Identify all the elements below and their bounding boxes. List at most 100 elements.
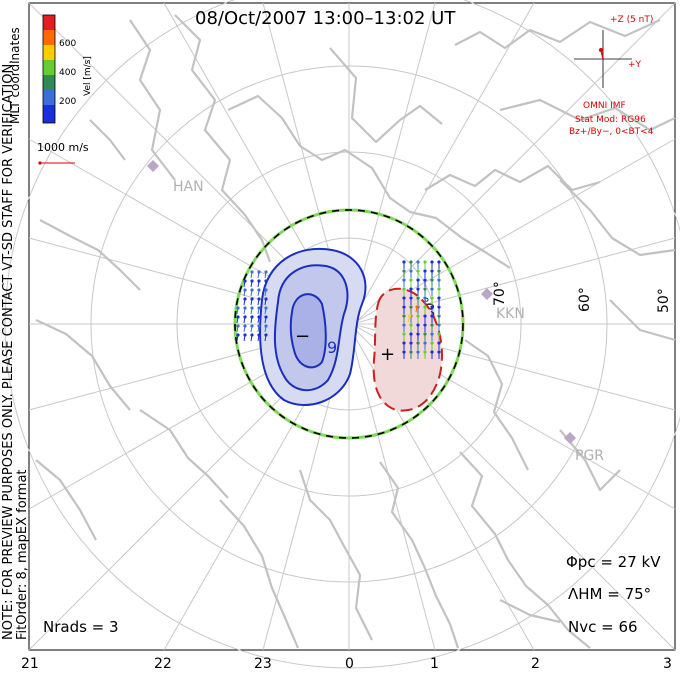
velocity-vector-point xyxy=(257,333,261,337)
velocity-vector-point xyxy=(257,297,261,301)
velocity-vector-point xyxy=(409,350,413,354)
mlt-hour-23: 23 xyxy=(254,656,272,672)
velocity-vector-point xyxy=(257,306,261,310)
velocity-vector-point xyxy=(437,314,441,318)
velocity-vector-point xyxy=(437,332,441,336)
velocity-vector-point xyxy=(437,269,441,273)
velocity-vector-point xyxy=(264,270,268,274)
velocity-vector-point xyxy=(409,278,413,282)
reference-vector-dot xyxy=(38,161,42,165)
side-format: FitOrder: 8, mapEX format xyxy=(15,469,30,640)
velocity-vector-point xyxy=(416,260,420,264)
velocity-vector-point xyxy=(430,332,434,336)
velocity-vector-point xyxy=(243,279,247,283)
velocity-vector-point xyxy=(423,332,427,336)
plot-frame xyxy=(28,2,676,651)
velocity-vector-point xyxy=(408,314,412,318)
velocity-vector-point xyxy=(264,279,268,283)
lat-label-60: 60° xyxy=(577,287,593,312)
velocity-vector-point xyxy=(264,288,268,292)
velocity-vector-point xyxy=(437,278,441,282)
velocity-vector-point xyxy=(430,278,434,282)
imf-source: OMNI IMF xyxy=(583,101,626,111)
velocity-vector-point xyxy=(437,305,441,309)
velocity-vector-point xyxy=(257,324,261,328)
velocity-vector-point xyxy=(264,315,268,319)
velocity-vector-point xyxy=(250,279,254,283)
stat-phi-pc: Φpc = 27 kV xyxy=(566,553,661,571)
mlt-hour-22: 22 xyxy=(154,656,172,672)
velocity-vector-point xyxy=(437,350,441,354)
velocity-vector-point xyxy=(243,324,247,328)
velocity-vector-point xyxy=(236,306,240,310)
imf-y-label: +Y xyxy=(628,60,642,70)
velocity-vector-point xyxy=(423,305,427,309)
station-kkn: KKN xyxy=(481,288,525,322)
station-kkn-label: KKN xyxy=(496,306,525,322)
velocity-vector-point xyxy=(423,314,427,318)
velocity-vector-point xyxy=(409,269,413,273)
lat-label-50: 50° xyxy=(656,288,672,313)
velocity-vector-point xyxy=(409,296,413,300)
velocity-vector-point xyxy=(423,287,427,291)
velocity-vector-point xyxy=(437,260,441,264)
velocity-vector-point xyxy=(423,350,427,354)
velocity-vector-point xyxy=(430,287,434,291)
velocity-vector-point xyxy=(416,350,420,354)
velocity-vector-point xyxy=(409,260,413,264)
velocity-vector-point xyxy=(402,314,406,318)
velocity-vector-point xyxy=(264,324,268,328)
mlt-hour-1: 1 xyxy=(430,656,439,672)
velocity-vector-point xyxy=(416,314,420,318)
velocity-vector-point xyxy=(243,315,247,319)
velocity-vector-point xyxy=(264,333,268,337)
velocity-vector-point xyxy=(402,332,406,336)
velocity-vector-point xyxy=(250,288,254,292)
velocity-vector-point xyxy=(236,324,240,328)
velocity-vector-point xyxy=(257,288,261,292)
velocity-vector-point xyxy=(430,305,434,309)
mlt-coordinates-label: MLT coordinates xyxy=(8,27,22,124)
positive-potential-marker: + xyxy=(380,344,395,365)
velocity-vector-point xyxy=(402,323,406,327)
map-title: 08/Oct/2007 13:00–13:02 UT xyxy=(195,8,456,29)
mlt-hour-21: 21 xyxy=(21,656,39,672)
velocity-vector-point xyxy=(257,270,261,274)
reference-vector-label: 1000 m/s xyxy=(37,141,89,154)
velocity-vector-point xyxy=(236,315,240,319)
velocity-vector-point xyxy=(423,341,427,345)
velocity-vector-point xyxy=(264,306,268,310)
velocity-vector-point xyxy=(257,279,261,283)
negative-cell xyxy=(259,247,367,406)
velocity-vector-point xyxy=(416,287,420,291)
velocity-vector-point xyxy=(402,260,406,264)
stat-model: Stat Mod: RG96 xyxy=(575,115,646,125)
velocity-colorbar: 600 400 200 Vel [m/s] xyxy=(42,14,93,124)
velocity-vector-point xyxy=(402,287,406,291)
imf-clock: +Z (5 nT) +Y xyxy=(574,15,653,88)
velocity-vector-point xyxy=(416,323,420,327)
velocity-vector-point xyxy=(430,341,434,345)
colorbar-tick-400: 400 xyxy=(59,68,76,78)
colorbar-tick-200: 200 xyxy=(59,97,76,107)
velocity-vector-point xyxy=(430,314,434,318)
side-note: NOTE: FOR PREVIEW PURPOSES ONLY. PLEASE … xyxy=(1,59,16,640)
velocity-vector-point xyxy=(416,296,420,300)
velocity-vector-point xyxy=(243,297,247,301)
velocity-vector-point xyxy=(437,323,441,327)
velocity-vector-point xyxy=(415,305,419,309)
imf-condition: Bz+/By−, 0<BT<4 xyxy=(569,127,654,137)
velocity-vector-point xyxy=(257,315,261,319)
velocity-vector-point xyxy=(423,323,427,327)
velocity-vectors xyxy=(236,260,441,359)
velocity-vector-point xyxy=(423,269,427,273)
velocity-vector-point xyxy=(250,297,254,301)
colorbar-tick-600: 600 xyxy=(59,39,76,49)
velocity-vector-point xyxy=(243,333,247,337)
coastlines xyxy=(35,14,676,649)
velocity-vector-point xyxy=(409,305,413,309)
velocity-vector-point xyxy=(416,269,420,273)
velocity-vector-point xyxy=(416,341,420,345)
velocity-vector-point xyxy=(250,333,254,337)
